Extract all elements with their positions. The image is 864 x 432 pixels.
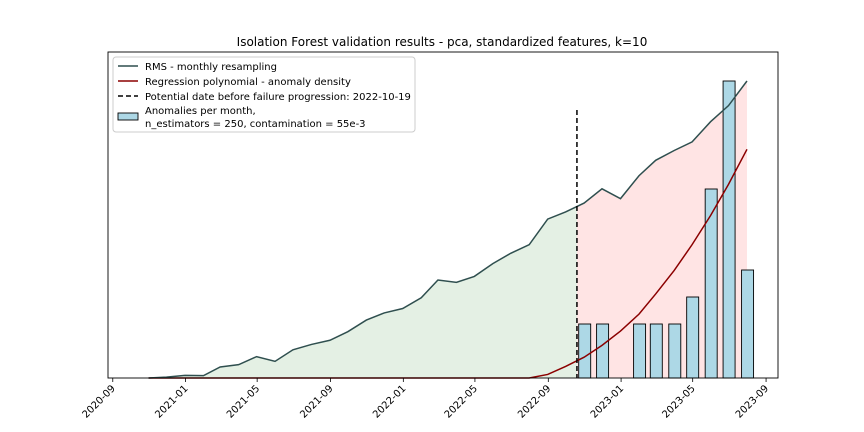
legend-label: Regression polynomial - anomaly density <box>145 77 351 88</box>
legend-box <box>112 56 416 133</box>
x-tick-label: 2022-05 <box>443 383 480 420</box>
legend-label: n_estimators = 250, contamination = 55e-… <box>145 119 366 130</box>
x-tick-label: 2023-01 <box>589 383 626 420</box>
x-tick-label: 2020-09 <box>81 383 118 420</box>
anomaly-bar <box>722 80 736 379</box>
x-tick-label: 2023-05 <box>660 383 697 420</box>
area-after-failure <box>576 81 747 378</box>
legend-label: Potential date before failure progressio… <box>145 92 411 103</box>
legend-label: Anomalies per month, <box>145 106 256 117</box>
anomaly-bar <box>668 323 682 379</box>
x-tick-label: 2021-01 <box>153 383 190 420</box>
x-axis: 2020-09 2021-01 2021-05 2021-09 2022-01 2022-… <box>81 378 771 421</box>
rms-line <box>148 80 748 379</box>
anomaly-bar <box>649 323 663 379</box>
anomaly-bar <box>741 269 755 379</box>
anomaly-bar <box>596 323 610 379</box>
x-tick-label: 2021-09 <box>298 383 335 420</box>
anomaly-bar <box>704 188 718 379</box>
legend-label: RMS - monthly resampling <box>145 62 277 73</box>
anomaly-bar <box>633 323 647 379</box>
x-tick-label: 2021-05 <box>225 383 262 420</box>
legend-marker <box>117 112 139 121</box>
plot-frame <box>107 51 779 379</box>
anomaly-bar <box>686 296 700 379</box>
x-tick-label: 2023-09 <box>734 383 771 420</box>
chart-title: Isolation Forest validation results - pc… <box>237 35 648 49</box>
area-before-failure <box>148 206 577 378</box>
anomaly-bar <box>578 323 592 379</box>
x-tick-label: 2022-09 <box>516 383 553 420</box>
legend: RMS - monthly resampling Regression polyn… <box>112 56 416 133</box>
x-tick-label: 2022-01 <box>371 383 408 420</box>
